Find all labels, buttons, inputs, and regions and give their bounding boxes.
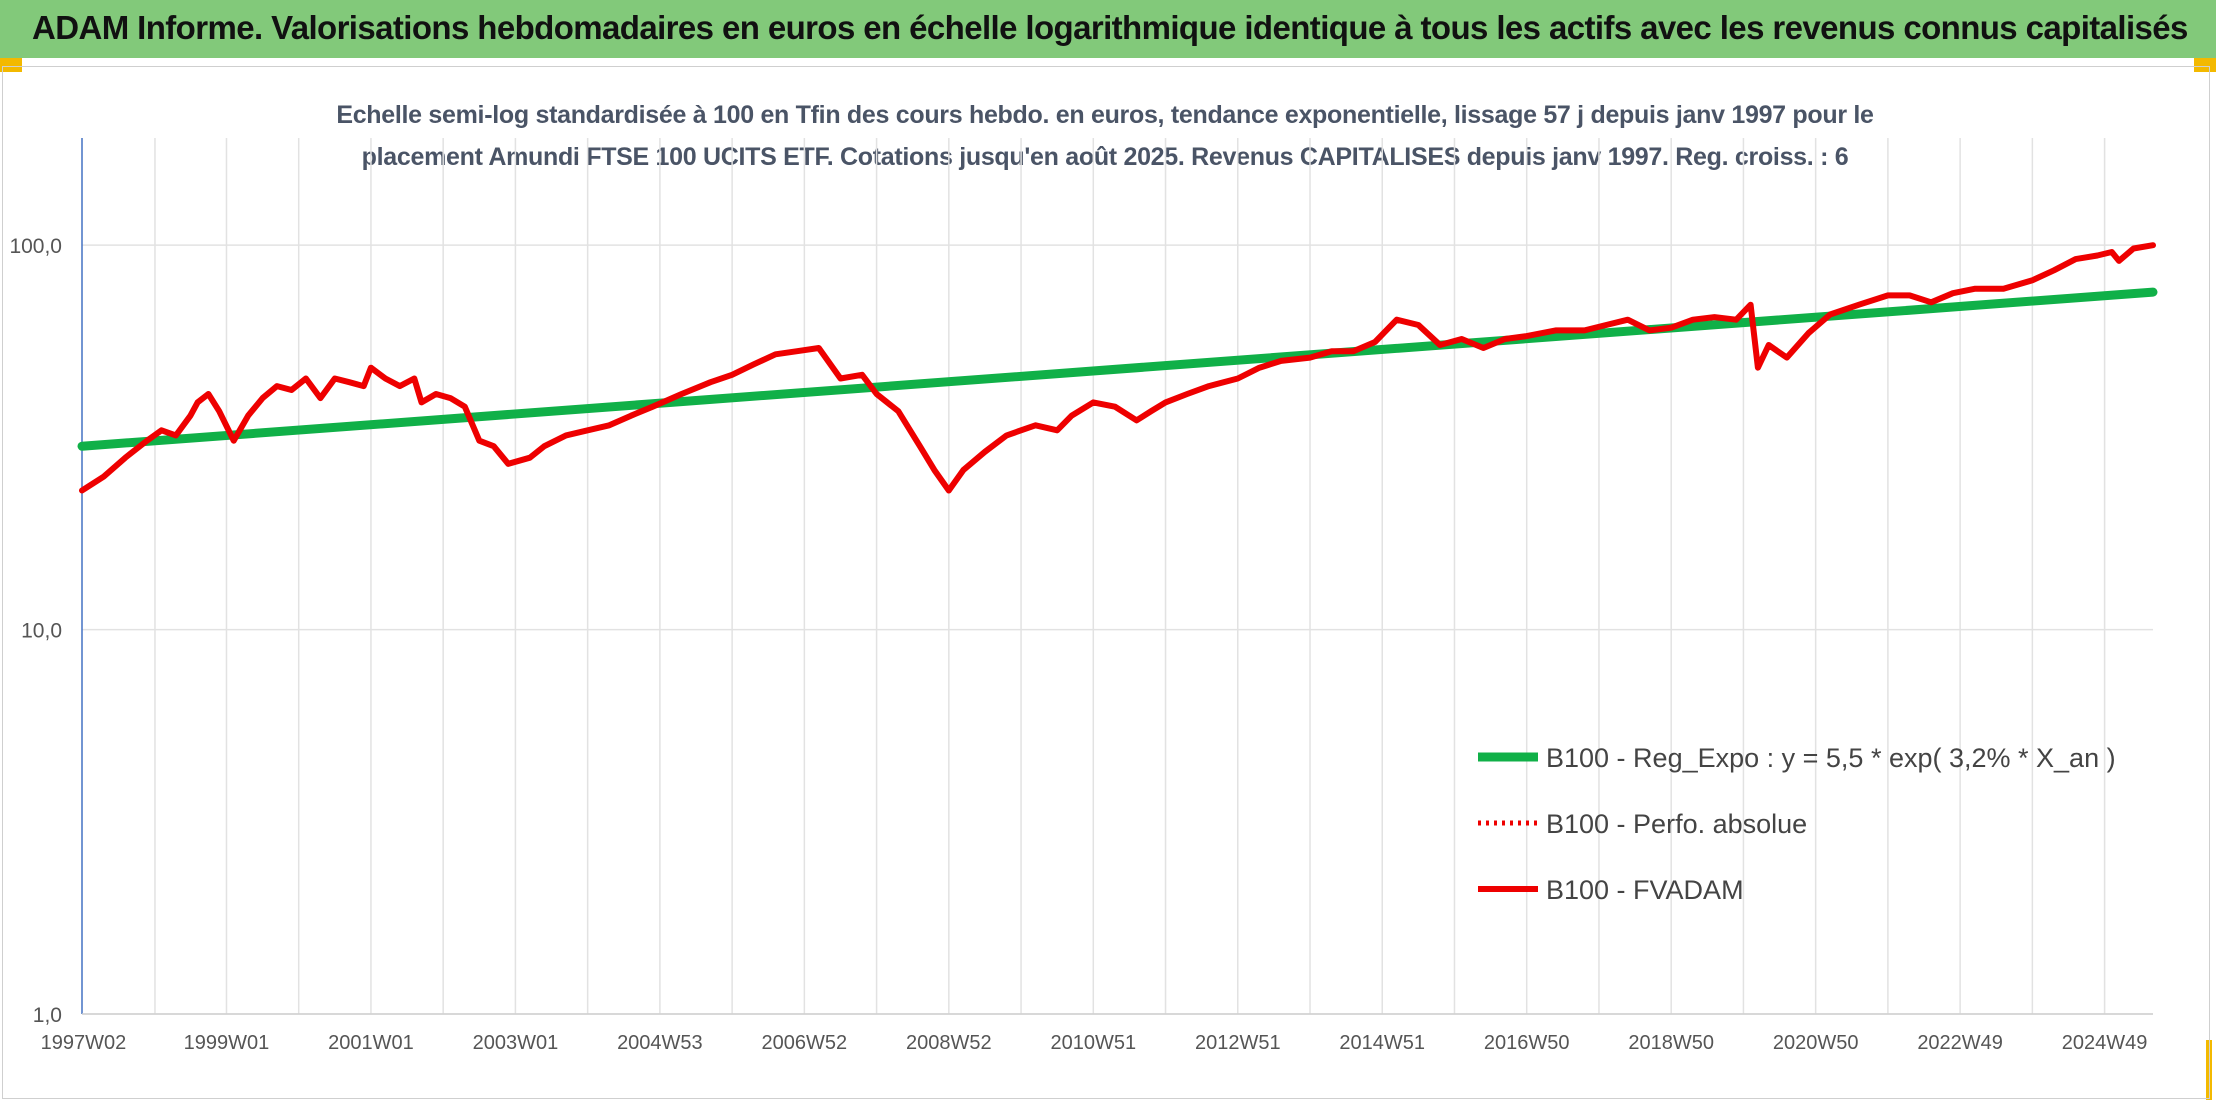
x-tick-label-12: 2020W50 <box>1773 1032 1859 1054</box>
chart-frame <box>2 66 2210 1099</box>
legend-label-1: B100 - Perfo. absolue <box>1546 809 1807 839</box>
x-tick-label-8: 2012W51 <box>1195 1032 1281 1054</box>
chart-title-line-2: placement Amundi FTSE 100 UCITS ETF. Cot… <box>361 143 1849 171</box>
y-tick-label-2: 100,0 <box>9 235 62 258</box>
x-tick-label-7: 2010W51 <box>1050 1032 1136 1054</box>
x-tick-label-9: 2014W51 <box>1339 1032 1425 1054</box>
x-tick-label-1: 1999W01 <box>184 1032 270 1054</box>
x-tick-label-2: 2001W01 <box>328 1032 414 1054</box>
x-tick-label-14: 2024W49 <box>2062 1032 2148 1054</box>
y-tick-label-1: 10,0 <box>21 620 62 643</box>
legend-layer: B100 - Reg_Expo : y = 5,5 * exp( 3,2% * … <box>1478 743 2116 905</box>
chart-title-line-1: Echelle semi-log standardisée à 100 en T… <box>336 101 1874 129</box>
x-tick-label-5: 2006W52 <box>762 1032 848 1054</box>
x-tick-label-4: 2004W53 <box>617 1032 703 1054</box>
grid-layer <box>82 138 2153 1015</box>
y-tick-label-0: 1,0 <box>33 1004 62 1027</box>
series-line-0 <box>77 287 2158 451</box>
series-line-2 <box>79 242 2156 494</box>
legend-label-2: B100 - FVADAM <box>1546 875 1744 905</box>
right-corner-marker <box>2194 58 2216 72</box>
x-tick-label-0: 1997W02 <box>41 1032 127 1054</box>
x-tick-label-3: 2003W01 <box>473 1032 559 1054</box>
x-tick-label-11: 2018W50 <box>1628 1032 1714 1054</box>
axis-layer: 1,0 10,0 100,0 1997W02 1999W01 2001W01 2003W01… <box>9 138 2153 1054</box>
report-banner: ADAM Informe. Valorisations hebdomadaire… <box>0 0 2216 58</box>
x-tick-label-13: 2022W49 <box>1917 1032 2003 1054</box>
x-tick-label-6: 2008W52 <box>906 1032 992 1054</box>
series-layer <box>77 242 2158 494</box>
left-corner-marker <box>0 58 22 72</box>
x-tick-label-10: 2016W50 <box>1484 1032 1570 1054</box>
legend-label-0: B100 - Reg_Expo : y = 5,5 * exp( 3,2% * … <box>1546 743 2116 773</box>
report-banner-title: ADAM Informe. Valorisations hebdomadaire… <box>32 9 2188 46</box>
